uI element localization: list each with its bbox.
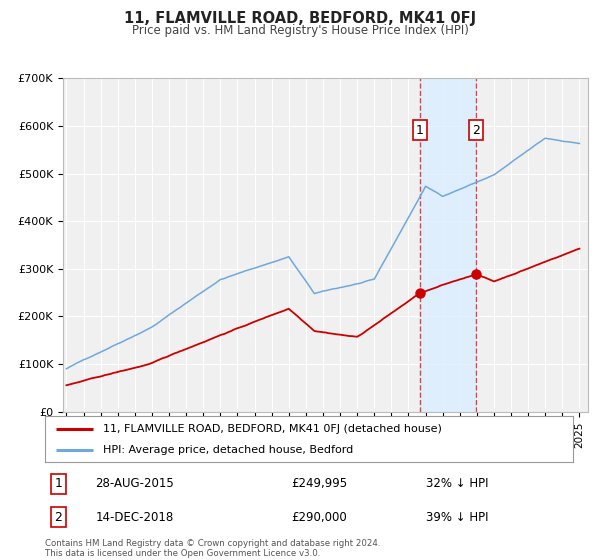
Text: £249,995: £249,995 — [292, 477, 347, 490]
Text: Contains HM Land Registry data © Crown copyright and database right 2024.
This d: Contains HM Land Registry data © Crown c… — [45, 539, 380, 558]
Text: 14-DEC-2018: 14-DEC-2018 — [95, 511, 174, 524]
Text: 11, FLAMVILLE ROAD, BEDFORD, MK41 0FJ (detached house): 11, FLAMVILLE ROAD, BEDFORD, MK41 0FJ (d… — [103, 424, 442, 434]
Text: 39% ↓ HPI: 39% ↓ HPI — [425, 511, 488, 524]
Text: £290,000: £290,000 — [292, 511, 347, 524]
Text: 1: 1 — [416, 124, 424, 137]
Text: 2: 2 — [54, 511, 62, 524]
Bar — [420, 78, 476, 412]
Text: HPI: Average price, detached house, Bedford: HPI: Average price, detached house, Bedf… — [103, 445, 353, 455]
Text: 32% ↓ HPI: 32% ↓ HPI — [425, 477, 488, 490]
Text: Price paid vs. HM Land Registry's House Price Index (HPI): Price paid vs. HM Land Registry's House … — [131, 24, 469, 36]
Text: 1: 1 — [54, 477, 62, 490]
Text: 2: 2 — [472, 124, 480, 137]
Text: 11, FLAMVILLE ROAD, BEDFORD, MK41 0FJ: 11, FLAMVILLE ROAD, BEDFORD, MK41 0FJ — [124, 11, 476, 26]
Text: 28-AUG-2015: 28-AUG-2015 — [95, 477, 174, 490]
